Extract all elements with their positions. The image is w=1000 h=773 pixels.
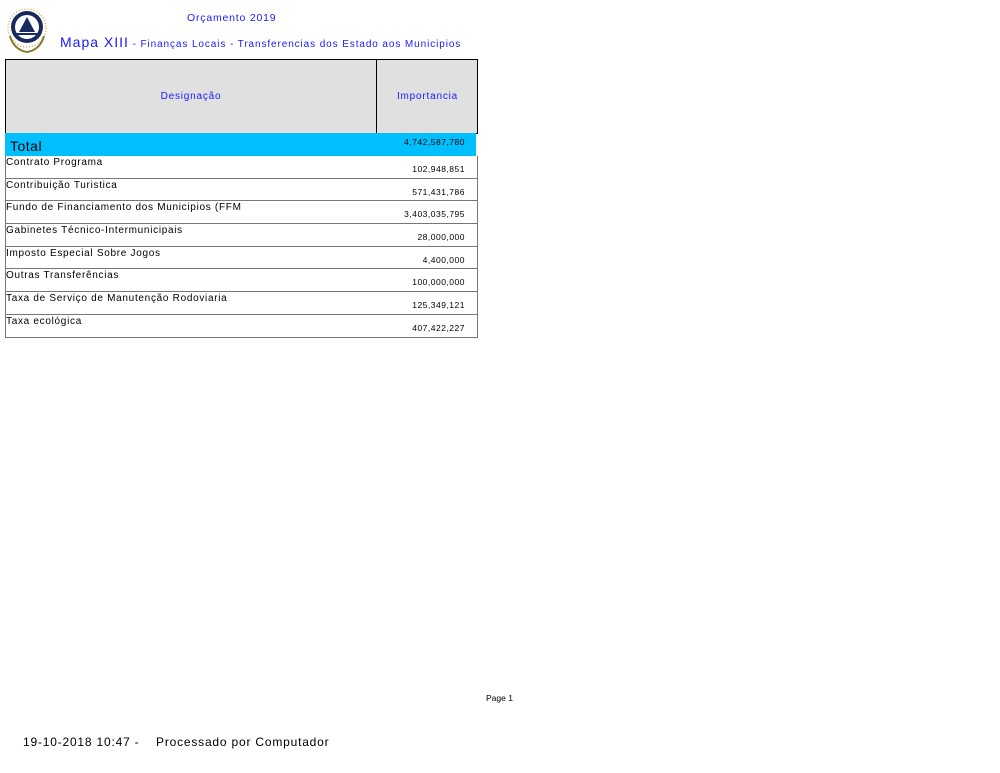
report-title: Mapa XIII - Finanças Locais - Transferen… xyxy=(60,34,461,52)
table-row: Outras Transferências 100,000,000 xyxy=(6,269,477,293)
row-label: Fundo de Financiamento dos Municipios (F… xyxy=(6,202,242,214)
total-row: Total 4,742,587,780 xyxy=(5,133,476,156)
row-value: 407,422,227 xyxy=(412,322,465,333)
table-row: Taxa ecológica 407,422,227 xyxy=(6,315,477,338)
page-number: Page 1 xyxy=(486,693,513,703)
row-value: 4,400,000 xyxy=(422,254,465,265)
row-value: 102,948,851 xyxy=(412,164,465,174)
column-header-importancia: Importancia xyxy=(396,91,459,102)
table-row: Contribuição Turistica 571,431,786 xyxy=(6,179,477,202)
table-row: Fundo de Financiamento dos Municipios (F… xyxy=(6,201,477,225)
row-value: 3,403,035,795 xyxy=(404,209,465,220)
total-label: Total xyxy=(10,138,43,154)
row-label: Taxa ecológica xyxy=(6,315,82,327)
table-row: Taxa de Serviço de Manutenção Rodoviaria… xyxy=(6,292,477,315)
footer-timestamp: 19-10-2018 10:47 - Processado por Comput… xyxy=(23,735,330,749)
table-header: Designação Importancia xyxy=(5,59,478,134)
table-row: Imposto Especial Sobre Jogos 4,400,000 xyxy=(6,247,477,270)
budget-subtitle: Orçamento 2019 xyxy=(187,12,277,24)
row-value: 100,000,000 xyxy=(412,277,465,288)
row-label: Outras Transferências xyxy=(6,270,120,282)
report-title-description: - Finanças Locais - Transferencias dos E… xyxy=(128,39,462,50)
row-value: 125,349,121 xyxy=(412,300,465,311)
row-label: Taxa de Serviço de Manutenção Rodoviaria xyxy=(6,293,228,305)
row-label: Contrato Programa xyxy=(6,157,103,168)
row-label: Contribuição Turistica xyxy=(6,179,118,191)
table-row: Contrato Programa 102,948,851 xyxy=(6,156,477,179)
row-value: 28,000,000 xyxy=(417,232,465,243)
coat-of-arms-logo xyxy=(4,6,50,56)
table-row: Gabinetes Técnico-Intermunicipais 28,000,… xyxy=(6,224,477,247)
map-number: Mapa XIII xyxy=(60,34,129,50)
row-label: Imposto Especial Sobre Jogos xyxy=(6,247,161,259)
row-value: 571,431,786 xyxy=(412,186,465,197)
row-label: Gabinetes Técnico-Intermunicipais xyxy=(6,225,183,237)
column-header-designacao: Designação xyxy=(6,60,377,133)
table-body: Contrato Programa 102,948,851 Contribuiçã… xyxy=(5,156,478,338)
total-value: 4,742,587,780 xyxy=(404,137,465,147)
